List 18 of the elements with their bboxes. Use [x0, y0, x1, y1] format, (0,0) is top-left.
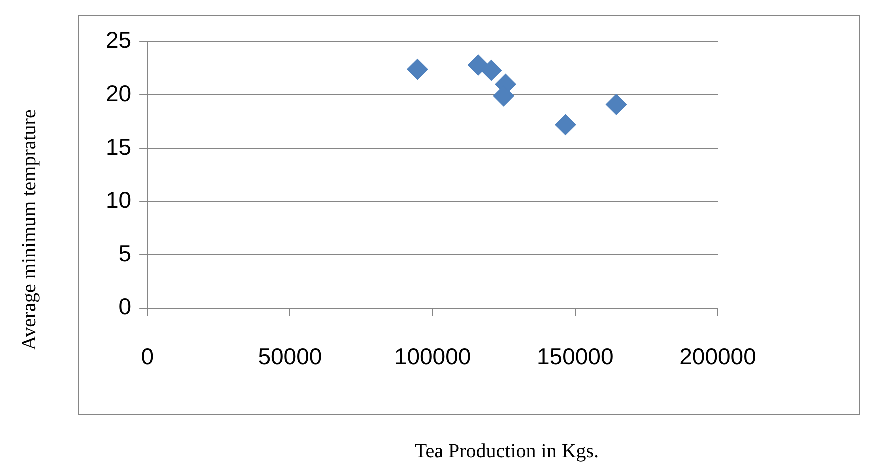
y-tick-label: 0 [118, 294, 132, 320]
y-tick-label: 10 [106, 187, 132, 214]
x-tick-label: 0 [141, 344, 154, 370]
x-axis-title: Tea Production in Kgs. [414, 440, 600, 464]
point [468, 54, 489, 76]
point [407, 59, 428, 80]
y-tick-label: 5 [118, 240, 132, 266]
y-tick-label: 25 [106, 27, 132, 54]
point [555, 114, 576, 136]
point [606, 94, 627, 116]
x-tick-label: 150000 [537, 344, 614, 370]
x-tick-label: 200000 [680, 344, 756, 370]
point [481, 60, 502, 82]
x-tick-label: 100000 [394, 344, 472, 370]
y-axis-title: Average minimum temprature [18, 110, 42, 350]
y-tick-label: 15 [106, 134, 132, 160]
x-tick-label: 50000 [258, 344, 322, 370]
y-tick-label: 20 [106, 80, 132, 106]
